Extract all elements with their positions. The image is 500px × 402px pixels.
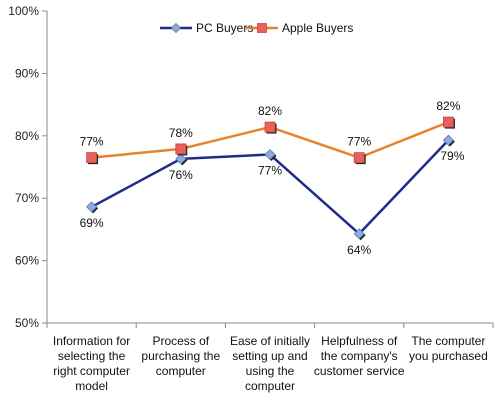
category-label-line: computer bbox=[156, 364, 206, 378]
category-label-line: purchasing the bbox=[141, 349, 220, 363]
category-label-line: using the bbox=[246, 364, 295, 378]
pc-marker bbox=[264, 148, 276, 161]
pc-data-label: 64% bbox=[347, 243, 371, 257]
category-label-line: selecting the bbox=[58, 349, 126, 363]
apple-marker bbox=[442, 116, 454, 128]
apple-data-label: 77% bbox=[347, 135, 371, 149]
legend-apple-label: Apple Buyers bbox=[282, 21, 353, 35]
legend-pc-marker bbox=[170, 22, 182, 34]
category-label-line: Information for bbox=[53, 334, 130, 348]
apple-marker bbox=[353, 152, 365, 164]
category-label: Helpfulness of the company's customer serv… bbox=[314, 334, 405, 378]
y-tick-label: 100% bbox=[8, 4, 39, 18]
pc-marker bbox=[86, 201, 98, 213]
apple-data-label: 77% bbox=[80, 135, 104, 149]
pc-marker bbox=[442, 134, 454, 146]
category-labels: Information for selecting the right comput… bbox=[53, 334, 488, 393]
apple-marker bbox=[175, 143, 187, 155]
y-tick-label: 70% bbox=[15, 191, 39, 205]
category-label: Ease of initially setting up and using the… bbox=[230, 334, 310, 393]
category-label: Process of purchasing the computer bbox=[141, 334, 220, 378]
apple-data-label: 82% bbox=[436, 99, 460, 113]
apple-marker bbox=[86, 152, 97, 164]
category-label-line: setting up and bbox=[232, 349, 307, 363]
category-label-line: The computer bbox=[411, 334, 485, 348]
category-label-line: computer bbox=[245, 379, 295, 393]
category-label-line: model bbox=[75, 379, 108, 393]
category-label-line: Helpfulness of bbox=[321, 334, 398, 348]
apple-data-label: 78% bbox=[169, 126, 193, 140]
category-label: Information for selecting the right comput… bbox=[53, 334, 130, 393]
legend-pc-label: PC Buyers bbox=[196, 21, 253, 35]
category-label-line: customer service bbox=[314, 364, 405, 378]
pc-data-label: 79% bbox=[440, 149, 464, 163]
pc-marker bbox=[353, 228, 365, 240]
y-tick-label: 80% bbox=[15, 129, 39, 143]
category-label-line: right computer bbox=[53, 364, 130, 378]
y-tick-label: 50% bbox=[15, 316, 39, 330]
pc-marker bbox=[175, 153, 187, 165]
pc-data-label: 77% bbox=[258, 164, 282, 178]
category-label: The computer you purchased bbox=[409, 334, 488, 363]
legend-apple-marker bbox=[257, 23, 267, 33]
data-labels: 69% 76% 77% 64% 79% 77% 78% 82% 77% 82% bbox=[80, 99, 465, 257]
category-label-line: the company's bbox=[321, 349, 398, 363]
pc-data-label: 76% bbox=[169, 168, 193, 182]
pc-data-label: 69% bbox=[80, 216, 104, 230]
category-label-line: Process of bbox=[152, 334, 209, 348]
y-tick-label: 60% bbox=[15, 254, 39, 268]
category-label-line: Ease of initially bbox=[230, 334, 310, 348]
axes: 50% 60% 70% 80% 90% 100% bbox=[8, 4, 494, 330]
series-layer bbox=[86, 116, 455, 241]
apple-data-label: 82% bbox=[258, 104, 282, 118]
category-label-line: you purchased bbox=[409, 349, 488, 363]
y-tick-label: 90% bbox=[15, 66, 39, 80]
apple-marker bbox=[264, 121, 276, 133]
legend: PC Buyers Apple Buyers bbox=[160, 21, 353, 35]
